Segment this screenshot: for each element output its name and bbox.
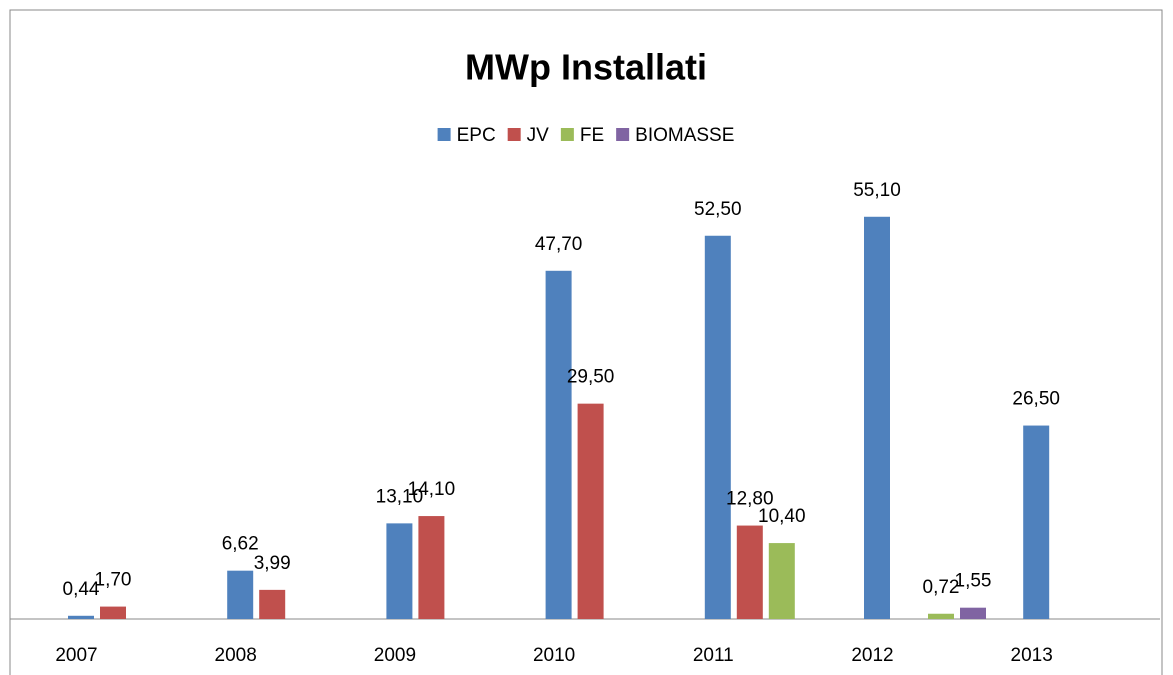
data-label: 12,80	[726, 489, 774, 510]
x-tick-label: 2007	[55, 645, 97, 666]
chart-frame	[9, 9, 1163, 675]
bar	[68, 615, 94, 619]
data-label: 29,50	[567, 367, 615, 388]
data-label: 14,10	[408, 479, 456, 500]
data-label: 13,10	[376, 486, 424, 507]
bar	[928, 613, 954, 619]
data-label: 26,50	[1012, 389, 1060, 410]
data-label: 6,62	[222, 534, 259, 555]
bar	[736, 525, 763, 619]
bar	[768, 543, 795, 619]
legend-label: BIOMASSE	[635, 125, 734, 146]
bar	[227, 570, 254, 619]
bar	[864, 216, 890, 619]
x-tick-label: 2010	[533, 645, 575, 666]
bar	[259, 589, 286, 619]
bar	[704, 235, 731, 619]
x-tick-label: 2009	[374, 645, 416, 666]
bar	[100, 606, 126, 619]
legend-label: EPC	[457, 125, 496, 146]
bar	[418, 516, 445, 619]
x-tick-label: 2011	[693, 645, 734, 666]
bar	[545, 270, 572, 619]
legend-label: JV	[527, 125, 550, 146]
chart-title: MWp Installati	[465, 47, 707, 88]
data-label: 0,72	[923, 577, 960, 598]
bar	[577, 403, 604, 619]
data-label: 47,70	[535, 234, 583, 255]
x-tick-label: 2008	[215, 645, 257, 666]
legend-swatch	[560, 128, 574, 141]
data-label: 0,44	[63, 579, 100, 600]
x-tick-label: 2013	[1011, 645, 1053, 666]
bar	[960, 607, 986, 619]
data-label: 3,99	[254, 553, 291, 574]
legend-swatch	[437, 128, 451, 141]
legend-swatch	[507, 128, 521, 141]
x-tick-label: 2012	[851, 645, 893, 666]
data-label: 1,55	[955, 571, 992, 592]
data-label: 10,40	[758, 506, 806, 527]
legend-label: FE	[580, 125, 604, 146]
data-label: 52,50	[694, 199, 742, 220]
bar	[1023, 425, 1050, 619]
bar	[386, 523, 413, 619]
legend-swatch	[616, 128, 630, 141]
data-label: 1,70	[95, 570, 132, 591]
data-label: 55,10	[853, 180, 901, 201]
